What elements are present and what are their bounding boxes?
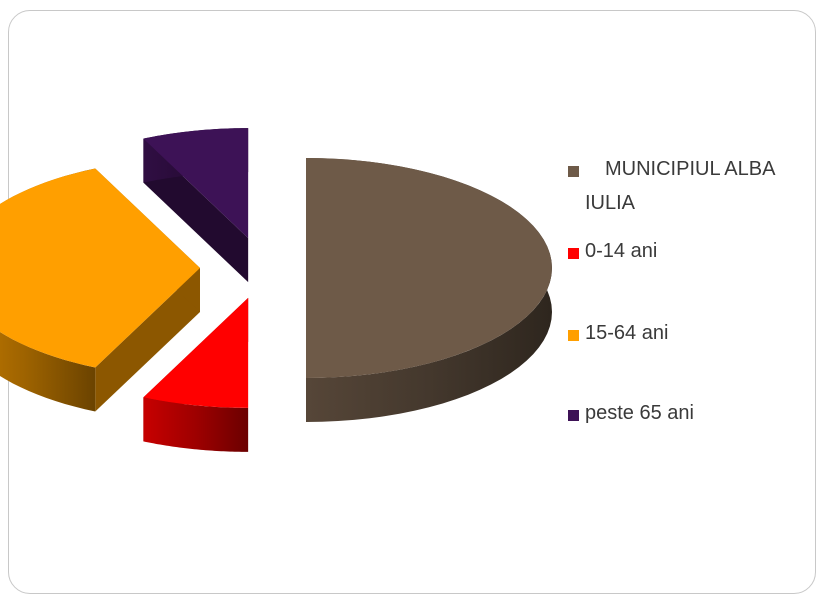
legend-item-municipiul-alba-iulia: MUNICIPIUL ALBA IULIA	[568, 158, 810, 220]
legend-label: peste 65 ani	[585, 402, 694, 424]
pie-slice-15-64-ani	[0, 168, 200, 412]
pie-slice-top	[0, 168, 200, 368]
legend-swatch	[568, 330, 579, 341]
legend-swatch	[568, 166, 579, 177]
legend-item-peste-65-ani: peste 65 ani	[568, 402, 810, 430]
pie-slice-municipiul-alba-iulia	[306, 158, 552, 422]
pie-slice-top	[143, 297, 249, 408]
pie-slice-side	[143, 397, 249, 452]
legend-label: 0-14 ani	[585, 240, 658, 262]
pie-slice-peste-65-ani	[143, 128, 249, 283]
legend-item-15-64-ani: 15-64 ani	[568, 322, 810, 350]
pie-slice-top	[306, 158, 552, 378]
legend-label: MUNICIPIUL ALBA IULIA	[585, 158, 775, 214]
legend-label: 15-64 ani	[585, 322, 669, 344]
pie-slices	[0, 128, 552, 452]
legend-swatch	[568, 410, 579, 421]
legend-item-0-14-ani: 0-14 ani	[568, 240, 810, 268]
legend-swatch	[568, 248, 579, 259]
pie-slice-0-14-ani	[143, 297, 249, 452]
pie-slice-top	[143, 128, 249, 239]
pie-slice-wall	[95, 268, 200, 412]
